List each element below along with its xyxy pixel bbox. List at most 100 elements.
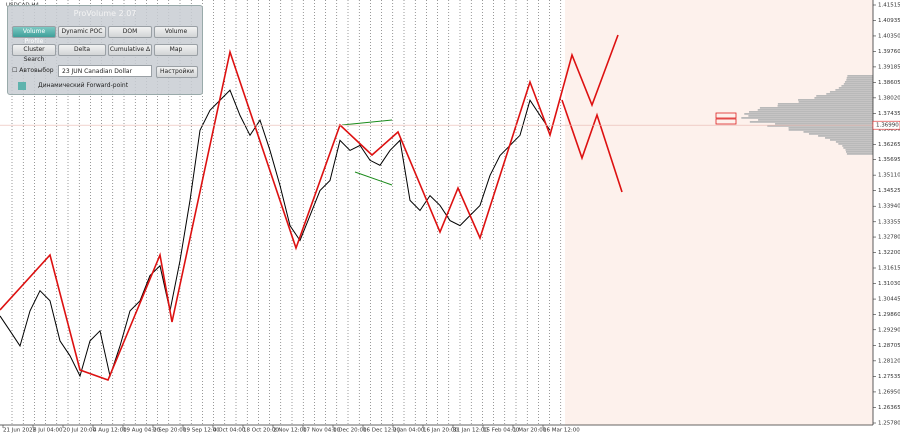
price-series bbox=[0, 89, 551, 378]
zigzag bbox=[0, 34, 619, 382]
profile-bar bbox=[803, 131, 873, 133]
profile-bar bbox=[846, 77, 873, 79]
y-tick-label: 1.29290 bbox=[878, 327, 900, 333]
button[interactable]: Map bbox=[154, 44, 198, 56]
profile-bar bbox=[777, 105, 873, 107]
button[interactable]: Cumulative Δ bbox=[108, 44, 152, 56]
profile-bar bbox=[744, 113, 873, 115]
zigzag-forecast bbox=[561, 99, 623, 193]
y-tick-label: 1.40935 bbox=[878, 18, 900, 24]
profile-bar bbox=[835, 141, 873, 143]
y-tick-label: 1.38605 bbox=[878, 80, 900, 86]
button[interactable]: Dynamic POC bbox=[58, 26, 106, 38]
profile-bar bbox=[826, 93, 873, 95]
profile-bar bbox=[814, 97, 873, 99]
button[interactable]: Delta bbox=[58, 44, 106, 56]
profile-bar bbox=[846, 153, 873, 155]
level-box bbox=[715, 118, 737, 125]
x-tick-label: 21 Jun 2022 bbox=[3, 428, 36, 434]
provolume-panel: ProVolume 2.07 Volume Profile Dynamic PO… bbox=[7, 5, 203, 95]
y-tick-label: 1.39760 bbox=[878, 49, 900, 55]
instrument-dropdown[interactable]: 23 JUN Canadian Dollar bbox=[58, 65, 152, 77]
y-tick-label: 1.31030 bbox=[878, 281, 900, 287]
y-tick-label: 1.39185 bbox=[878, 64, 900, 70]
x-tick-label: 16 Mar 12:00 bbox=[543, 428, 580, 434]
current-price-label: 1.36990 bbox=[876, 123, 899, 129]
profile-bar bbox=[830, 139, 873, 141]
x-tick-label: 16 Jan 20:00 bbox=[423, 428, 458, 434]
profile-bar bbox=[748, 111, 873, 113]
y-tick-label: 1.35695 bbox=[878, 157, 900, 163]
profile-bar bbox=[843, 83, 873, 85]
x-tick-label: 1 Dec 20:00 bbox=[333, 428, 367, 434]
profile-bar bbox=[838, 143, 873, 145]
profile-bar bbox=[798, 101, 873, 103]
y-tick-label: 1.25780 bbox=[878, 421, 900, 427]
profile-bar bbox=[798, 99, 873, 101]
session-lines bbox=[11, 0, 562, 425]
profile-bar bbox=[842, 145, 873, 147]
y-tick-label: 1.28705 bbox=[878, 343, 900, 349]
profile-bar bbox=[845, 151, 873, 153]
future-area bbox=[565, 0, 873, 425]
settings-button[interactable]: Настройки bbox=[156, 66, 198, 78]
profile-bar bbox=[788, 129, 873, 131]
x-tick-label: 19 Sep 12:00 bbox=[183, 428, 220, 434]
y-tick-label: 1.37435 bbox=[878, 111, 900, 117]
profile-bar bbox=[777, 103, 873, 105]
y-tick-label: 1.26950 bbox=[878, 389, 900, 395]
y-tick-label: 1.28120 bbox=[878, 358, 900, 364]
profile-bar bbox=[845, 149, 873, 151]
price-line bbox=[0, 89, 551, 378]
forward-point-label: Динамический Forward-point bbox=[38, 82, 129, 89]
checkbox[interactable]: ☐ Автовыбор bbox=[12, 67, 54, 74]
x-tick-label: 16 Dec 12:00 bbox=[363, 428, 400, 434]
y-tick-label: 1.38020 bbox=[878, 95, 900, 101]
y-tick-label: 1.31615 bbox=[878, 265, 900, 271]
profile-bar bbox=[816, 95, 873, 97]
y-tick-label: 1.30445 bbox=[878, 297, 900, 303]
y-tick-label: 1.29860 bbox=[878, 312, 900, 318]
level-box bbox=[715, 112, 737, 119]
profile-bar bbox=[846, 79, 873, 81]
profile-bar bbox=[767, 125, 873, 127]
panel-title: ProVolume 2.07 bbox=[73, 9, 137, 18]
x-tick-label: 4 Aug 12:00 bbox=[93, 428, 127, 434]
profile-bar bbox=[775, 123, 873, 125]
profile-bar bbox=[757, 109, 873, 111]
x-tick-label: 1 Mar 20:00 bbox=[513, 428, 547, 434]
volume-profile bbox=[741, 75, 873, 155]
profile-bar bbox=[844, 81, 873, 83]
profile-bar bbox=[741, 117, 873, 119]
y-tick-label: 1.32200 bbox=[878, 250, 900, 256]
profile-bar bbox=[749, 121, 873, 123]
button[interactable]: Volume bbox=[154, 26, 198, 38]
x-tick-label: 18 Oct 20:00 bbox=[243, 428, 279, 434]
y-tick-label: 1.27535 bbox=[878, 374, 900, 380]
y-tick-label: 1.36265 bbox=[878, 142, 900, 148]
y-tick-label: 1.41515 bbox=[878, 3, 900, 9]
y-tick-label: 1.33355 bbox=[878, 219, 900, 225]
profile-bar bbox=[829, 91, 873, 93]
y-tick-label: 1.26365 bbox=[878, 405, 900, 411]
trend-line bbox=[354, 171, 393, 186]
button[interactable]: DOM bbox=[108, 26, 152, 38]
profile-bar bbox=[841, 85, 873, 87]
profile-bar bbox=[818, 135, 873, 137]
x-tick-label: 17 Nov 04:00 bbox=[303, 428, 341, 434]
button[interactable]: Cluster Search bbox=[12, 44, 56, 63]
x-tick-label: 4 Oct 04:00 bbox=[213, 428, 246, 434]
y-tick-label: 1.40350 bbox=[878, 33, 900, 39]
profile-bar bbox=[835, 89, 873, 91]
profile-bar bbox=[759, 107, 873, 109]
profile-bar bbox=[843, 147, 873, 149]
y-tick-label: 1.33940 bbox=[878, 204, 900, 210]
y-tick-label: 1.35110 bbox=[878, 173, 900, 179]
trend-line bbox=[341, 119, 393, 126]
checkbox-label: Автовыбор bbox=[19, 67, 54, 74]
profile-bar bbox=[788, 127, 873, 129]
x-tick-label: 31 Jan 12:00 bbox=[453, 428, 488, 434]
button[interactable]: Volume Profile bbox=[12, 26, 56, 45]
